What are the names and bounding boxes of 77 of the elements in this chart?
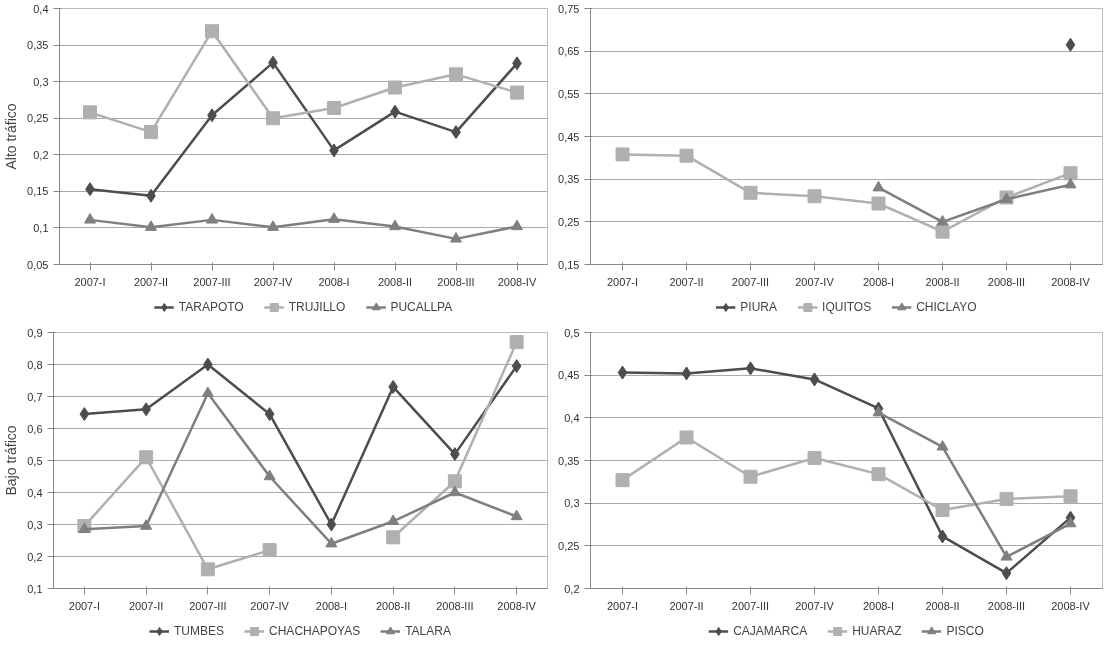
y-tick-label: 0,5 <box>27 454 43 467</box>
x-tick-label: 2007-III <box>189 599 227 612</box>
y-tick-label: 0,35 <box>558 173 580 186</box>
x-tick-label: 2008-III <box>987 599 1026 612</box>
x-tick-label: 2008-III <box>437 275 475 288</box>
legend-label: CHICLAYO <box>916 300 977 314</box>
y-tick-label: 0,65 <box>558 45 580 58</box>
x-tick-label: 2007-I <box>606 275 639 288</box>
y-tick-label: 0,15 <box>558 258 580 271</box>
y-tick-label: 0,3 <box>27 518 43 531</box>
y-tick-label: 0,6 <box>27 422 43 435</box>
y-axis-title: Alto tráfico <box>3 103 20 170</box>
y-axis-title: Bajo tráfico <box>3 425 20 496</box>
y-tick-label: 0,8 <box>27 358 43 371</box>
y-tick-label: 0,55 <box>558 87 580 100</box>
x-tick-label: 2007-IV <box>253 275 293 288</box>
legend-label: HUARAZ <box>852 624 902 638</box>
y-tick-label: 0,1 <box>27 582 43 595</box>
y-tick-label: 0,2 <box>27 550 43 563</box>
legend-label: PUCALLPA <box>390 300 453 314</box>
y-tick-label: 0,4 <box>564 411 580 424</box>
x-tick-label: 2007-IV <box>795 599 835 612</box>
y-tick-label: 0,75 <box>558 2 580 15</box>
x-tick-label: 2008-I <box>862 275 895 288</box>
y-tick-label: 0,4 <box>27 486 43 499</box>
x-tick-label: 2008-IV <box>497 275 537 288</box>
x-tick-label: 2008-IV <box>1051 599 1091 612</box>
x-tick-label: 2008-I <box>315 599 347 612</box>
y-tick-label: 0,05 <box>27 258 49 271</box>
x-tick-label: 2007-III <box>731 275 770 288</box>
x-tick-label: 2007-II <box>669 275 704 288</box>
legend-label: TARAPOTO <box>178 300 244 314</box>
legend-label: TUMBES <box>174 624 225 638</box>
x-tick-label: 2007-III <box>193 275 231 288</box>
y-tick-label: 0,25 <box>27 112 49 125</box>
x-tick-label: 2008-III <box>987 275 1026 288</box>
x-tick-label: 2008-II <box>925 275 960 288</box>
x-tick-label: 2007-IV <box>250 599 290 612</box>
x-tick-label: 2008-I <box>318 275 350 288</box>
y-tick-label: 0,7 <box>27 390 43 403</box>
y-tick-label: 0,25 <box>558 539 580 552</box>
y-tick-label: 0,3 <box>564 497 580 510</box>
y-tick-label: 0,35 <box>558 454 580 467</box>
y-tick-label: 0,25 <box>558 215 580 228</box>
x-tick-label: 2008-IV <box>497 599 537 612</box>
x-tick-label: 2007-I <box>606 599 639 612</box>
y-tick-label: 0,15 <box>27 185 49 198</box>
x-tick-label: 2008-III <box>436 599 474 612</box>
y-tick-label: 0,5 <box>564 326 580 339</box>
y-tick-label: 0,9 <box>27 326 43 339</box>
y-tick-label: 0,45 <box>558 130 580 143</box>
legend-label: TALARA <box>405 624 451 638</box>
y-tick-label: 0,35 <box>27 39 49 52</box>
x-tick-label: 2007-II <box>129 599 164 612</box>
y-tick-label: 0,4 <box>33 2 49 15</box>
y-tick-label: 0,1 <box>33 221 49 234</box>
y-tick-label: 0,45 <box>558 369 580 382</box>
x-tick-label: 2007-II <box>669 599 704 612</box>
x-tick-label: 2007-I <box>74 275 106 288</box>
legend-label: PISCO <box>946 624 984 638</box>
legend-label: CHACHAPOYAS <box>269 624 361 638</box>
x-tick-label: 2008-IV <box>1051 275 1091 288</box>
x-tick-label: 2008-I <box>862 599 895 612</box>
x-tick-label: 2007-I <box>68 599 100 612</box>
y-tick-label: 0,2 <box>33 148 49 161</box>
x-tick-label: 2007-III <box>731 599 770 612</box>
x-tick-label: 2007-IV <box>795 275 835 288</box>
x-tick-label: 2008-II <box>376 599 411 612</box>
legend-label: CAJAMARCA <box>733 624 808 638</box>
x-tick-label: 2008-II <box>925 599 960 612</box>
legend-label: PIURA <box>740 300 778 314</box>
y-tick-label: 0,3 <box>33 75 49 88</box>
legend-label: TRUJILLO <box>288 300 346 314</box>
y-tick-label: 0,2 <box>564 582 580 595</box>
legend-label: IQUITOS <box>822 300 872 314</box>
x-tick-label: 2008-II <box>377 275 413 288</box>
x-tick-label: 2007-II <box>133 275 169 288</box>
